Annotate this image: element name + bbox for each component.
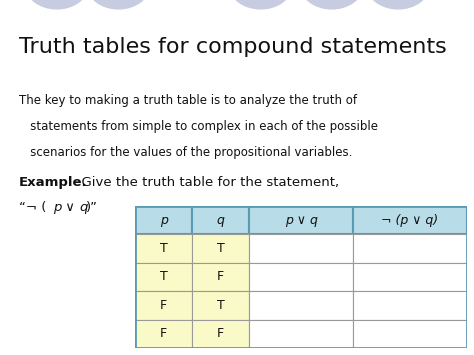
FancyBboxPatch shape — [135, 291, 192, 320]
FancyBboxPatch shape — [249, 234, 353, 263]
FancyBboxPatch shape — [135, 206, 192, 234]
Text: Example.: Example. — [19, 176, 88, 189]
FancyBboxPatch shape — [353, 206, 467, 234]
Text: statements from simple to complex in each of the possible: statements from simple to complex in eac… — [19, 120, 378, 133]
Text: F: F — [160, 327, 167, 340]
Text: q: q — [80, 201, 88, 214]
FancyBboxPatch shape — [135, 320, 192, 348]
FancyBboxPatch shape — [353, 320, 467, 348]
FancyBboxPatch shape — [353, 234, 467, 263]
FancyBboxPatch shape — [192, 320, 249, 348]
Text: scenarios for the values of the propositional variables.: scenarios for the values of the proposit… — [19, 146, 352, 159]
Text: F: F — [217, 271, 224, 283]
Text: ∨: ∨ — [61, 201, 79, 214]
FancyBboxPatch shape — [353, 291, 467, 320]
FancyBboxPatch shape — [192, 206, 249, 234]
FancyBboxPatch shape — [353, 263, 467, 291]
FancyBboxPatch shape — [192, 234, 249, 263]
Text: p: p — [53, 201, 62, 214]
Text: p ∨ q: p ∨ q — [284, 214, 318, 226]
FancyBboxPatch shape — [192, 263, 249, 291]
FancyBboxPatch shape — [249, 263, 353, 291]
Text: F: F — [217, 327, 224, 340]
Text: Truth tables for compound statements: Truth tables for compound statements — [19, 37, 447, 57]
FancyBboxPatch shape — [135, 263, 192, 291]
Text: T: T — [160, 242, 167, 255]
Text: )”: )” — [86, 201, 98, 214]
Text: q: q — [217, 214, 225, 226]
FancyBboxPatch shape — [192, 291, 249, 320]
Text: Give the truth table for the statement,: Give the truth table for the statement, — [73, 176, 339, 189]
FancyBboxPatch shape — [249, 320, 353, 348]
Text: F: F — [160, 299, 167, 312]
Text: “¬ (: “¬ ( — [19, 201, 46, 214]
FancyBboxPatch shape — [249, 291, 353, 320]
Text: T: T — [160, 271, 167, 283]
Text: T: T — [217, 299, 225, 312]
FancyBboxPatch shape — [135, 234, 192, 263]
FancyBboxPatch shape — [249, 206, 353, 234]
Text: T: T — [217, 242, 225, 255]
Text: p: p — [160, 214, 168, 226]
Text: The key to making a truth table is to analyze the truth of: The key to making a truth table is to an… — [19, 94, 357, 107]
Text: ¬ (p ∨ q): ¬ (p ∨ q) — [381, 214, 438, 226]
